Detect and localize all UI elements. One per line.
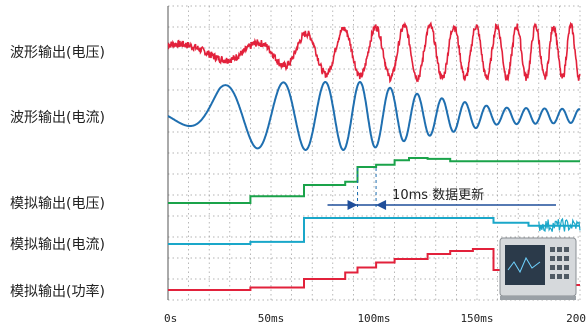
series-label: 模拟输出(电流) — [10, 237, 105, 253]
device-screen — [505, 245, 545, 285]
device-key — [550, 247, 555, 252]
device-key — [550, 274, 555, 279]
device-image — [499, 237, 577, 300]
trace-0 — [167, 21, 581, 84]
annotation-arrow-left — [376, 200, 387, 210]
x-axis-ticks: 0s 50ms 100ms 150ms 200 — [164, 312, 586, 325]
x-tick-label: 0s — [164, 312, 177, 325]
trace-noise-3 — [538, 217, 581, 233]
x-tick-label: 100ms — [357, 312, 390, 325]
device-base — [500, 296, 576, 300]
trace-3 — [168, 217, 580, 245]
device-key — [564, 265, 569, 270]
annotation-text: 10ms 数据更新 — [392, 187, 484, 203]
device-key — [564, 256, 569, 261]
series-labels: 波形输出(电压) 波形输出(电流) 模拟输出(电压) 模拟输出(电流) 模拟输出(功率) — [10, 45, 105, 300]
device-key — [550, 256, 555, 261]
annotation-arrow-right — [347, 200, 358, 210]
device-key — [557, 265, 562, 270]
device-key — [550, 265, 555, 270]
trace-1 — [167, 80, 581, 152]
device-key — [557, 247, 562, 252]
annotation: 10ms 数据更新 — [327, 168, 556, 210]
series-label: 模拟输出(功率) — [10, 283, 105, 300]
device-screen-trace — [507, 256, 541, 274]
traces — [167, 21, 581, 291]
series-label: 模拟输出(电压) — [10, 196, 105, 212]
device-key — [564, 247, 569, 252]
device-key — [564, 274, 569, 279]
trace-4 — [168, 248, 580, 291]
device-key — [557, 274, 562, 279]
trace-2 — [168, 157, 580, 204]
x-tick-label: 150ms — [460, 312, 493, 325]
device-key — [557, 256, 562, 261]
series-label: 波形输出(电压) — [10, 45, 105, 61]
x-tick-label: 200 — [566, 312, 586, 325]
x-tick-label: 50ms — [258, 312, 285, 325]
series-label: 波形输出(电流) — [10, 110, 105, 126]
